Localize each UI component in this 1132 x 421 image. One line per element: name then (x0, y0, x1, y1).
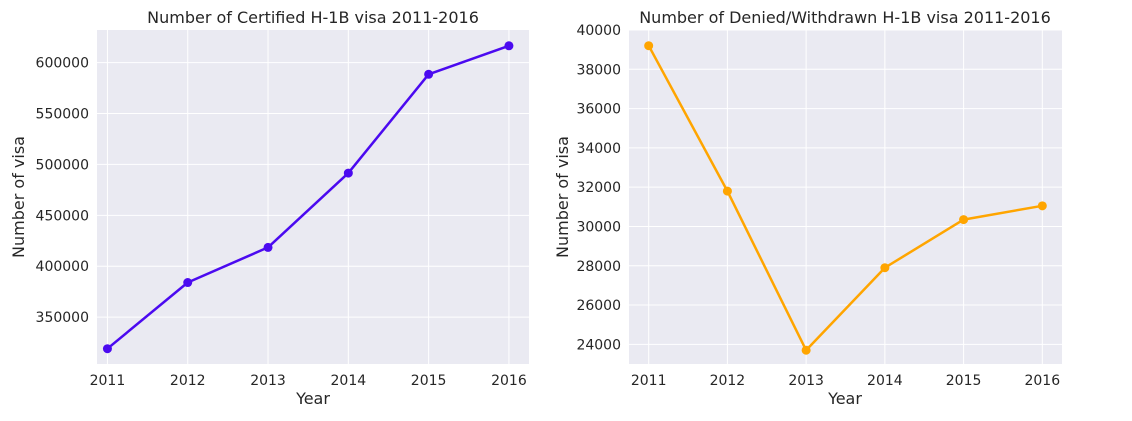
denied-x-tick-label: 2015 (946, 373, 982, 389)
denied-x-axis-label: Year (827, 389, 862, 408)
certified-data-point (343, 168, 353, 178)
certified-x-tick-label: 2013 (250, 373, 286, 389)
certified-y-tick-label: 400000 (36, 259, 89, 275)
denied-series-line (647, 45, 1043, 352)
denied-plot-area (629, 30, 1062, 364)
certified-y-tick-label: 550000 (36, 107, 89, 123)
denied-x-tick-label: 2012 (710, 373, 746, 389)
certified-series-line (106, 44, 510, 350)
denied-y-tick-label: 40000 (576, 23, 621, 39)
certified-y-tick-label: 500000 (36, 157, 89, 173)
denied-data-point (1037, 201, 1047, 211)
certified-y-axis-label: Number of visa (9, 136, 28, 258)
certified-data-point (424, 69, 434, 79)
certified-chart: 2011 2012 2013 2014 2015 2016 350000 400000 450… (9, 8, 529, 408)
certified-x-axis-label: Year (295, 389, 330, 408)
denied-y-tick-label: 26000 (576, 298, 621, 314)
denied-y-tick-label: 28000 (576, 259, 621, 275)
denied-y-tick-label: 34000 (576, 141, 621, 157)
certified-plot-area (97, 30, 529, 364)
denied-x-tick-label: 2014 (867, 373, 903, 389)
denied-data-point (801, 345, 811, 355)
denied-y-tick-label: 38000 (576, 62, 621, 78)
certified-x-tick-label: 2014 (331, 373, 367, 389)
denied-data-point (959, 215, 969, 225)
certified-x-tick-label: 2016 (491, 373, 527, 389)
certified-data-point (183, 278, 193, 288)
certified-x-tick-label: 2015 (411, 373, 447, 389)
certified-chart-title: Number of Certified H-1B visa 2011-2016 (147, 8, 479, 27)
certified-data-point (504, 41, 514, 51)
denied-x-tick-label: 2011 (631, 373, 667, 389)
denied-data-point (880, 263, 890, 273)
denied-data-point (722, 186, 732, 196)
denied-y-axis-label: Number of visa (553, 136, 572, 258)
denied-chart-title: Number of Denied/Withdrawn H-1B visa 201… (639, 8, 1051, 27)
denied-y-tick-label: 36000 (576, 102, 621, 118)
denied-data-point (644, 41, 654, 51)
certified-y-tick-label: 600000 (36, 56, 89, 72)
certified-data-point (102, 344, 112, 354)
denied-y-tick-label: 30000 (576, 219, 621, 235)
certified-y-tick-label: 450000 (36, 208, 89, 224)
certified-x-tick-label: 2011 (90, 373, 126, 389)
denied-x-tick-label: 2016 (1024, 373, 1060, 389)
certified-x-tick-label: 2012 (170, 373, 206, 389)
certified-y-tick-label: 350000 (36, 310, 89, 326)
denied-y-tick-label: 32000 (576, 180, 621, 196)
denied-y-tick-label: 24000 (576, 337, 621, 353)
denied-x-tick-label: 2013 (788, 373, 824, 389)
certified-data-point (263, 242, 273, 252)
denied-chart: 2011 2012 2013 2014 2015 2016 24000 26000 28000… (553, 8, 1062, 408)
